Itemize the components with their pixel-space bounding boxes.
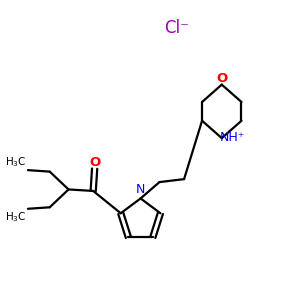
Text: H$_3$C: H$_3$C — [5, 155, 26, 169]
Text: NH⁺: NH⁺ — [220, 131, 245, 144]
Text: N: N — [136, 183, 145, 196]
Text: Cl⁻: Cl⁻ — [164, 19, 189, 37]
Text: O: O — [216, 72, 227, 85]
Text: H$_3$C: H$_3$C — [5, 210, 26, 224]
Text: O: O — [89, 156, 100, 169]
